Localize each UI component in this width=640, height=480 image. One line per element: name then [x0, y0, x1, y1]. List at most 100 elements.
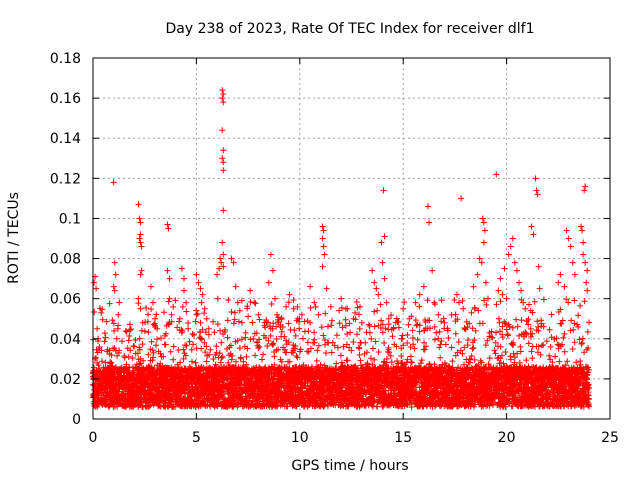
data-point [112, 271, 119, 278]
data-point [258, 356, 265, 363]
data-point [165, 298, 172, 305]
data-point [197, 285, 204, 292]
data-point [250, 335, 257, 342]
data-point [315, 311, 322, 318]
data-point [148, 338, 155, 345]
data-point [122, 328, 129, 335]
data-point [569, 259, 576, 266]
data-point [150, 349, 157, 356]
data-point [271, 295, 278, 302]
data-point [98, 358, 105, 365]
data-point [286, 291, 293, 298]
data-point [363, 329, 370, 336]
data-point [197, 335, 204, 342]
data-point [111, 259, 118, 266]
data-point [144, 318, 151, 325]
data-point [130, 369, 137, 376]
data-point [116, 347, 123, 354]
data-point [185, 320, 192, 327]
data-point [220, 251, 227, 258]
data-point [358, 319, 365, 326]
data-point [109, 362, 116, 369]
data-point [513, 267, 520, 274]
data-point [528, 223, 535, 230]
data-point [138, 327, 145, 334]
data-point [533, 187, 540, 194]
data-point [401, 299, 408, 306]
data-point [563, 227, 570, 234]
data-point [125, 353, 132, 360]
data-point [481, 227, 488, 234]
data-point [366, 329, 373, 336]
data-point [311, 329, 318, 336]
data-point [174, 324, 181, 331]
data-point [503, 295, 510, 302]
data-point [236, 307, 243, 314]
data-point [407, 353, 414, 360]
data-point [578, 223, 585, 230]
data-point [108, 352, 115, 359]
data-point [116, 299, 123, 306]
data-point [195, 279, 202, 286]
data-point [283, 303, 290, 310]
data-point [320, 243, 327, 250]
data-point [219, 95, 226, 102]
data-point [399, 332, 406, 339]
data-point [478, 259, 485, 266]
data-point [476, 255, 483, 262]
data-point [94, 349, 101, 356]
data-point [197, 319, 204, 326]
data-point [203, 315, 210, 322]
data-point [470, 283, 477, 290]
data-point [388, 359, 395, 366]
data-point [102, 334, 109, 341]
data-point [325, 323, 332, 330]
data-point [371, 323, 378, 330]
data-point [354, 331, 361, 338]
data-point [507, 243, 514, 250]
data-point [338, 295, 345, 302]
data-point [584, 267, 591, 274]
data-point [479, 215, 486, 222]
data-point [216, 265, 223, 272]
data-point [146, 403, 153, 410]
data-point [319, 223, 326, 230]
data-point [409, 327, 416, 334]
data-point [192, 318, 199, 325]
data-point [214, 271, 221, 278]
data-point [111, 345, 118, 352]
data-points [90, 87, 593, 410]
data-point [136, 346, 143, 353]
data-point [305, 328, 312, 335]
data-point [91, 279, 98, 286]
data-point [185, 325, 192, 332]
data-point [137, 305, 144, 312]
data-point [113, 335, 120, 342]
data-point [219, 353, 226, 360]
data-point [157, 350, 164, 357]
data-point [131, 343, 138, 350]
data-point [252, 352, 259, 359]
data-point [269, 267, 276, 274]
data-point [170, 343, 177, 350]
data-point [356, 325, 363, 332]
data-point [416, 328, 423, 335]
data-point [127, 326, 134, 333]
data-point [220, 159, 227, 166]
data-point [136, 235, 143, 242]
data-point [205, 325, 212, 332]
data-point [474, 271, 481, 278]
data-point [245, 313, 252, 320]
data-point [176, 315, 183, 322]
data-point [293, 353, 300, 360]
data-point [220, 147, 227, 154]
data-point [571, 271, 578, 278]
data-point [145, 351, 152, 358]
data-point [217, 327, 224, 334]
data-point [271, 353, 278, 360]
data-point [312, 303, 319, 310]
data-point [147, 283, 154, 290]
data-point [228, 308, 235, 315]
data-point [532, 175, 539, 182]
data-point [582, 259, 589, 266]
